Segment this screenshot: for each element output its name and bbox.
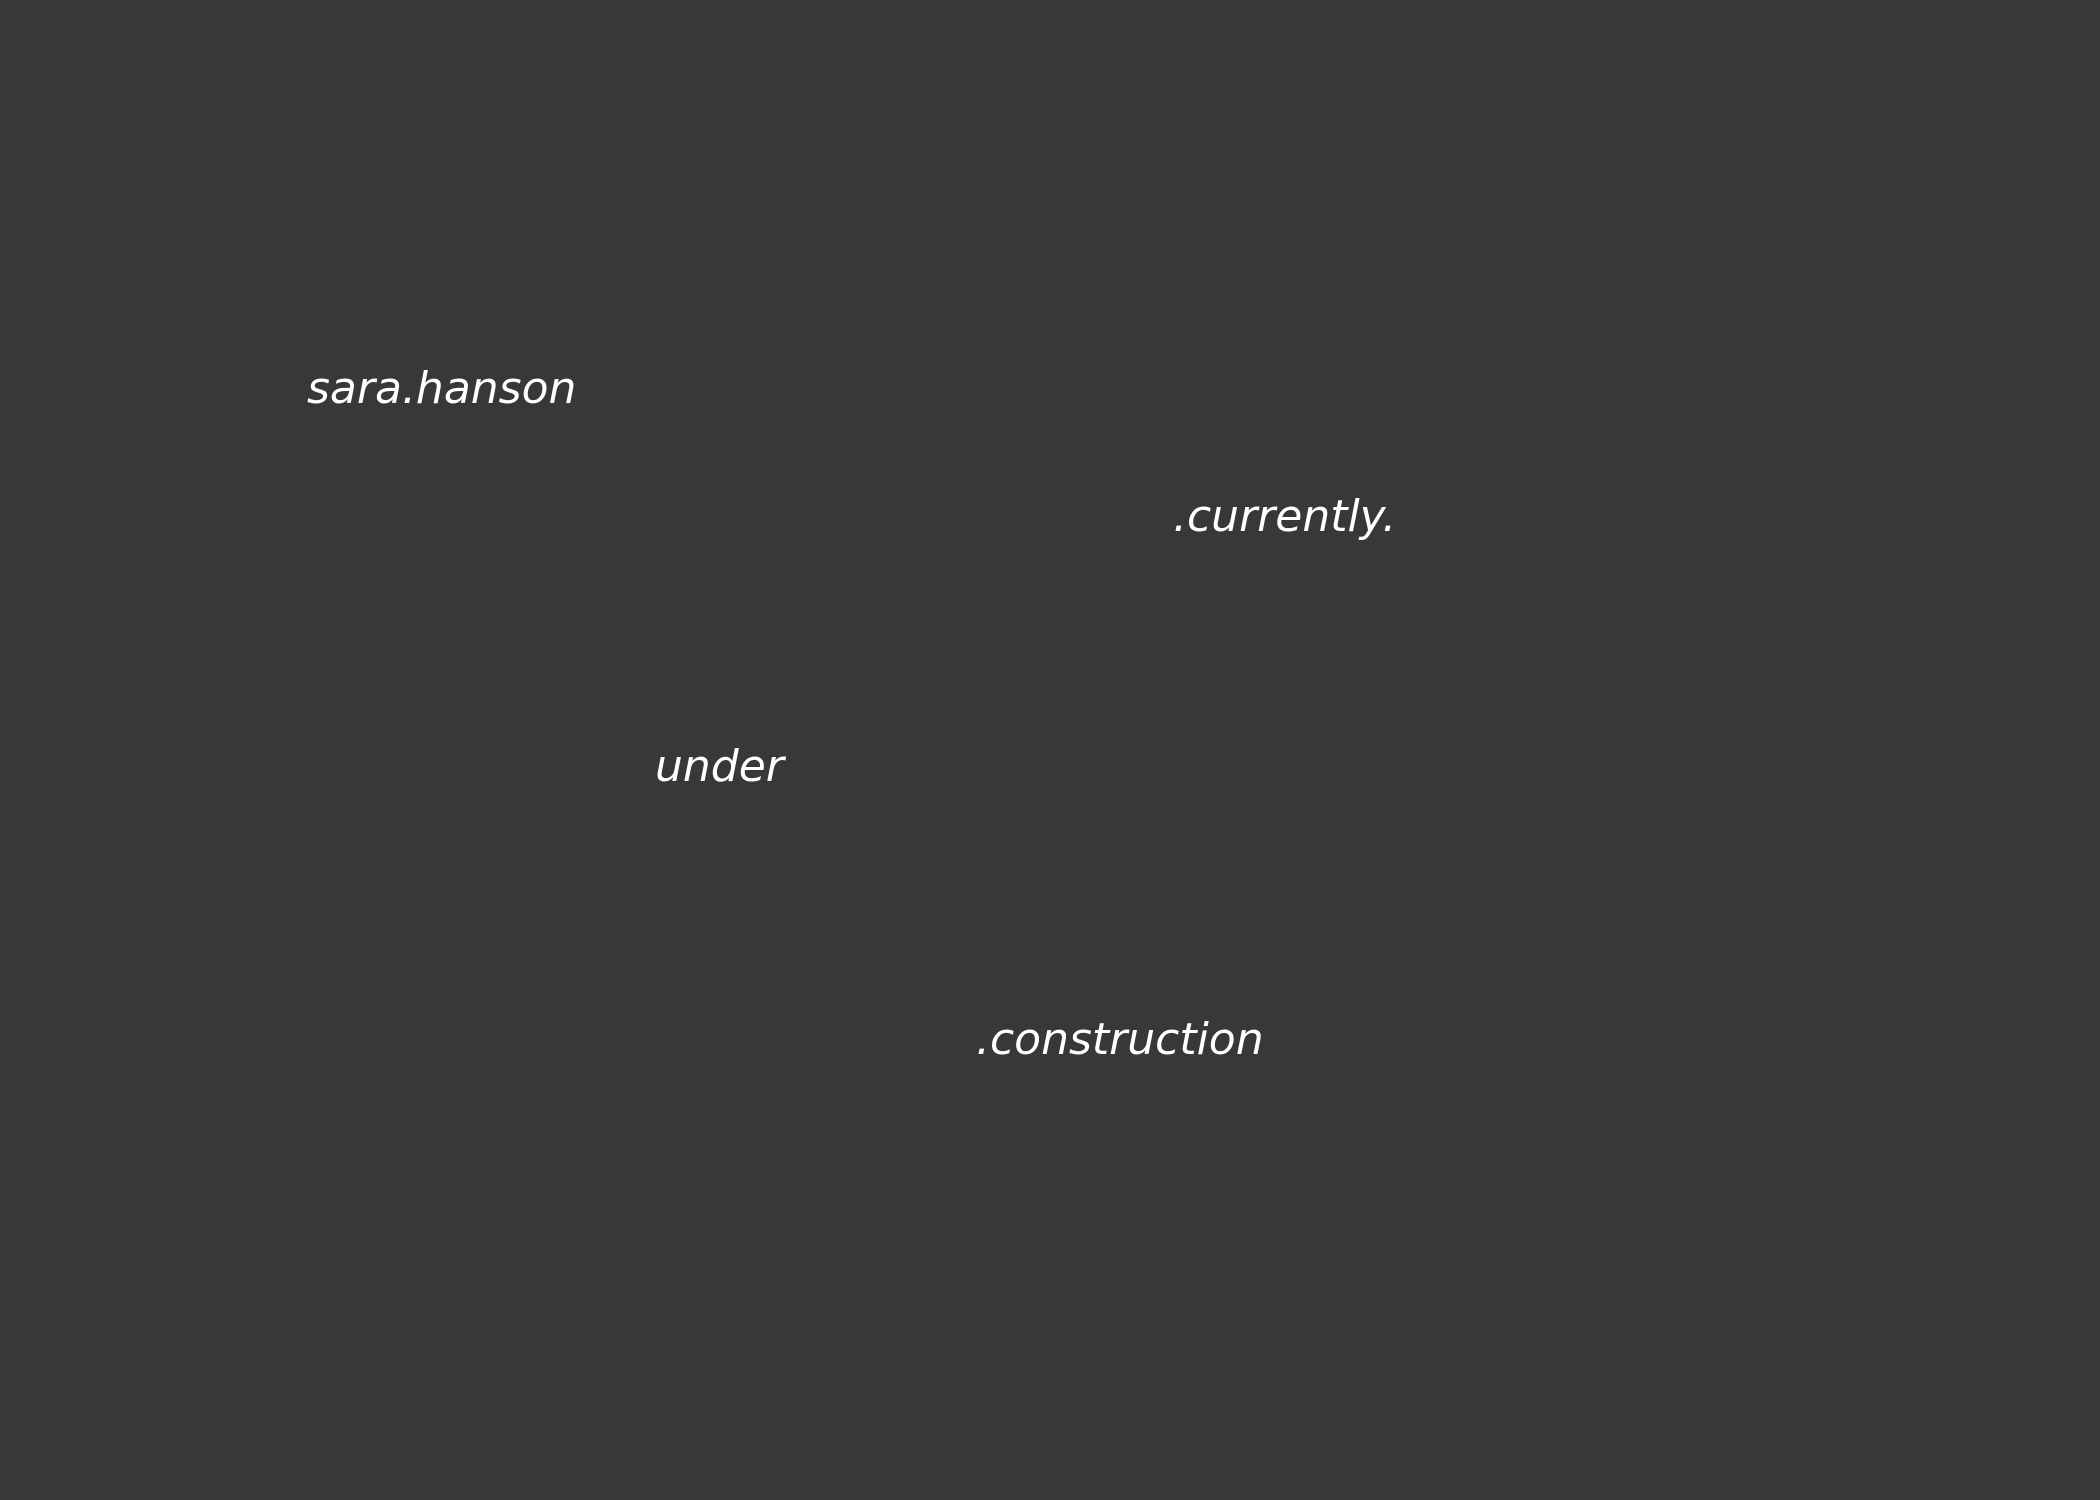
message-under: under — [655, 741, 784, 792]
message-currently: .currently. — [1173, 491, 1397, 542]
site-name: sara.hanson — [307, 363, 577, 414]
message-construction: .construction — [976, 1014, 1264, 1065]
